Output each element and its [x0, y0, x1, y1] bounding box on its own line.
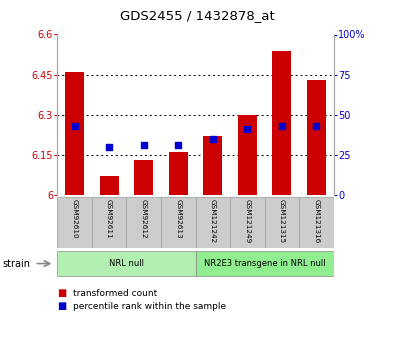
Point	[71, 123, 78, 129]
Point	[106, 144, 112, 149]
Bar	[100, 176, 118, 195]
Text: GSM92610: GSM92610	[71, 199, 77, 239]
Text: GDS2455 / 1432878_at: GDS2455 / 1432878_at	[120, 9, 275, 22]
Point	[175, 142, 181, 148]
Bar	[273, 50, 292, 195]
Text: ■: ■	[57, 301, 66, 311]
Point	[244, 126, 250, 132]
Bar	[161, 197, 196, 248]
Text: GSM121242: GSM121242	[210, 199, 216, 244]
Bar	[307, 80, 326, 195]
Bar	[238, 115, 257, 195]
Bar	[299, 197, 334, 248]
Text: GSM121249: GSM121249	[245, 199, 250, 244]
Text: strain: strain	[2, 259, 30, 268]
Point	[210, 136, 216, 141]
Bar	[65, 72, 84, 195]
Bar	[230, 197, 265, 248]
Text: NR2E3 transgene in NRL null: NR2E3 transgene in NRL null	[204, 259, 325, 268]
Text: GSM121316: GSM121316	[314, 199, 320, 244]
Text: GSM92612: GSM92612	[141, 199, 147, 239]
Text: GSM121315: GSM121315	[279, 199, 285, 244]
Text: ■: ■	[57, 288, 66, 298]
Text: transformed count: transformed count	[73, 289, 157, 298]
Bar	[57, 197, 92, 248]
Point	[141, 142, 147, 148]
Bar	[196, 251, 334, 276]
Bar	[92, 197, 126, 248]
Point	[279, 123, 285, 129]
Bar	[57, 251, 196, 276]
Text: GSM92611: GSM92611	[106, 199, 112, 239]
Bar	[134, 160, 153, 195]
Bar	[196, 197, 230, 248]
Text: GSM92613: GSM92613	[175, 199, 181, 239]
Bar	[203, 136, 222, 195]
Text: percentile rank within the sample: percentile rank within the sample	[73, 302, 226, 310]
Bar	[126, 197, 161, 248]
Bar	[169, 152, 188, 195]
Bar	[265, 197, 299, 248]
Text: NRL null: NRL null	[109, 259, 144, 268]
Point	[313, 123, 320, 129]
